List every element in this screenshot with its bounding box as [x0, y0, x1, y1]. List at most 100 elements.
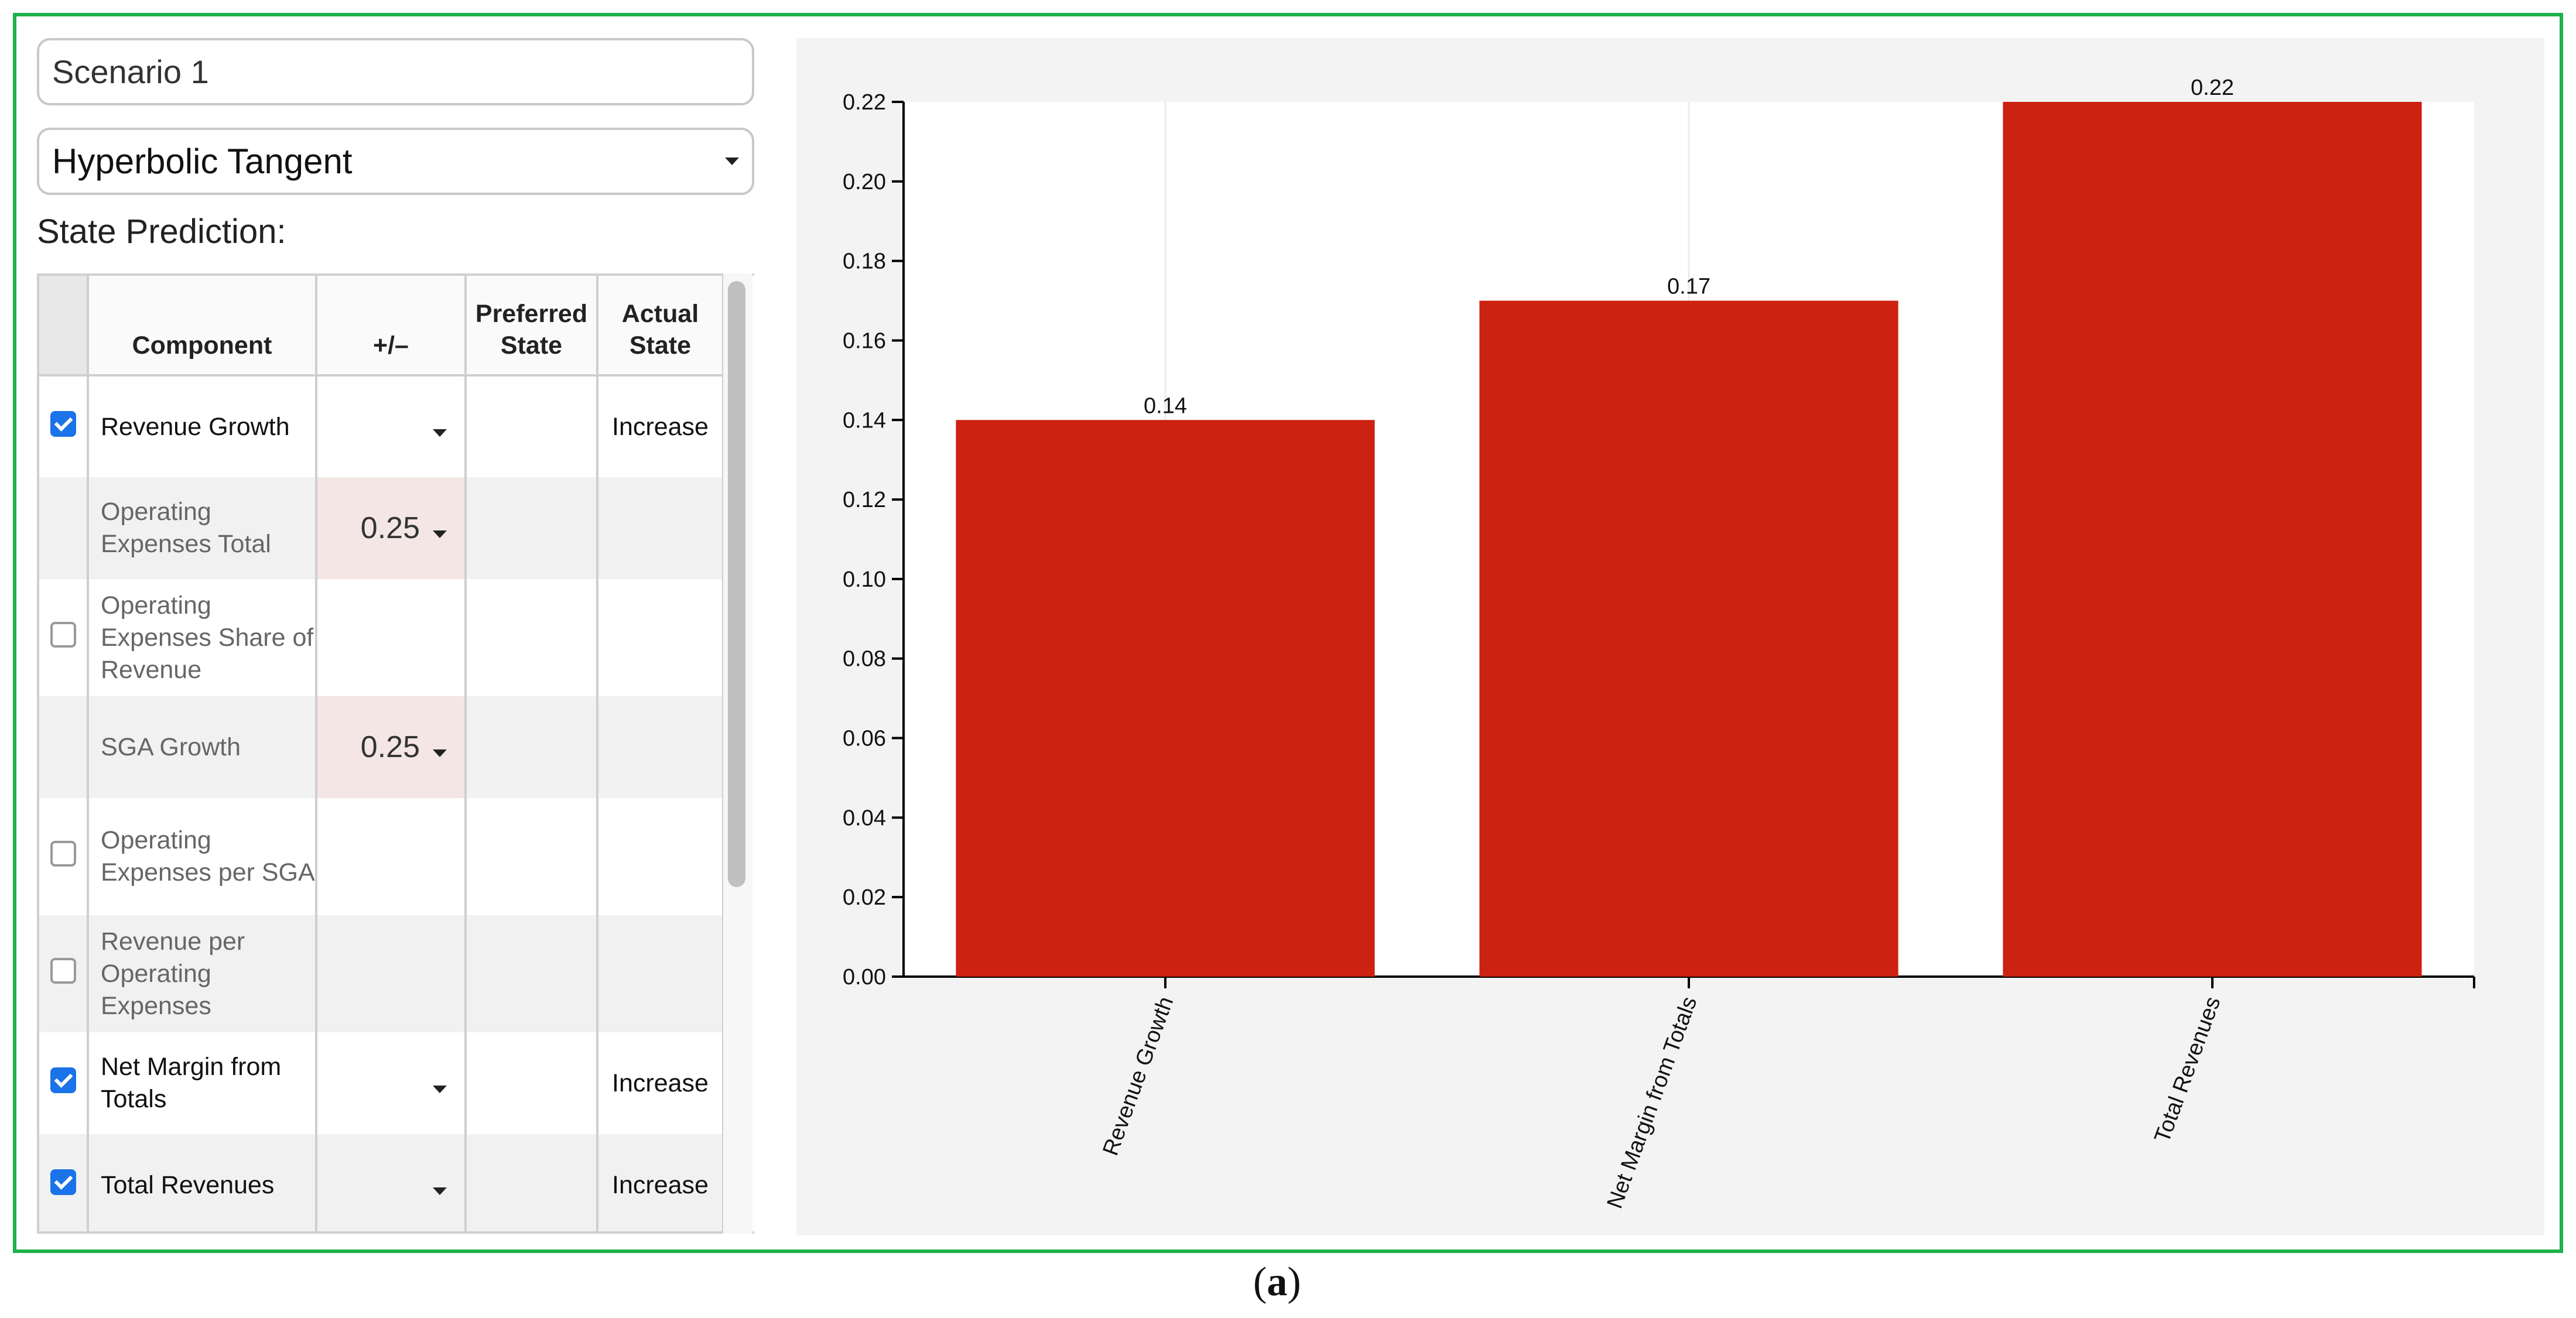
header-sign[interactable]: +/–	[316, 276, 467, 376]
table-row: Net Margin from Totals Increase	[39, 1032, 724, 1134]
scenario-name-input[interactable]	[37, 38, 754, 105]
actual-state-cell	[597, 798, 724, 915]
header-component[interactable]: Component	[88, 276, 317, 376]
unchecked-checkbox[interactable]	[50, 957, 76, 984]
checkbox-cell	[39, 1032, 89, 1134]
caption-label: a	[1267, 1259, 1288, 1305]
preferred-state-cell[interactable]	[466, 798, 598, 915]
unchecked-checkbox[interactable]	[50, 840, 76, 867]
bar	[956, 420, 1375, 977]
y-tick-label: 0.00	[843, 965, 886, 990]
header-actual-line2: State	[629, 331, 692, 360]
sign-weight-cell[interactable]: 0.25	[316, 696, 467, 798]
header-actual-line1: Actual	[621, 300, 699, 328]
preferred-state-cell[interactable]	[466, 375, 598, 477]
y-tick-label: 0.02	[843, 885, 886, 910]
table-body: Revenue Growth Increase Operating Expenses…	[39, 375, 724, 1231]
data-label: 0.17	[1667, 275, 1711, 299]
checked-checkbox[interactable]	[50, 1067, 76, 1093]
sign-weight-cell[interactable]: 0.25	[316, 477, 467, 579]
component-name: Operating Expenses Total	[88, 477, 317, 579]
checkbox-cell	[39, 798, 89, 915]
component-name: SGA Growth	[88, 696, 317, 798]
chevron-down-icon[interactable]	[433, 749, 447, 757]
y-tick-label: 0.18	[843, 249, 886, 274]
header-checkbox-column	[39, 276, 89, 376]
preferred-state-cell[interactable]	[466, 915, 598, 1032]
y-tick-label: 0.16	[843, 328, 886, 353]
preferred-state-cell[interactable]	[466, 1134, 598, 1231]
section-label: State Prediction:	[37, 213, 286, 251]
activation-function-value: Hyperbolic Tangent	[52, 142, 353, 181]
sign-weight-cell[interactable]	[316, 1032, 467, 1134]
chevron-down-icon	[725, 158, 739, 165]
actual-state-cell	[597, 915, 724, 1032]
x-tick-label: Total Revenues	[2150, 994, 2225, 1146]
sign-weight-cell[interactable]	[316, 375, 467, 477]
outer-frame	[13, 13, 2563, 1253]
sign-weight-cell	[316, 579, 467, 696]
component-name: Operating Expenses Share of Revenue	[88, 579, 317, 696]
table-row: SGA Growth 0.25	[39, 696, 724, 798]
preferred-state-cell[interactable]	[466, 579, 598, 696]
y-tick-label: 0.12	[843, 488, 886, 512]
y-tick-label: 0.22	[843, 90, 886, 115]
y-tick-label: 0.20	[843, 170, 886, 194]
figure-caption: (a)	[1253, 1259, 1301, 1305]
checkbox-cell	[39, 477, 89, 579]
chevron-down-icon[interactable]	[433, 429, 447, 437]
checked-checkbox[interactable]	[50, 1169, 76, 1195]
sign-weight-cell	[316, 798, 467, 915]
y-tick-label: 0.06	[843, 727, 886, 751]
component-name: Revenue per Operating Expenses	[88, 915, 317, 1032]
header-preferred-state[interactable]: Preferred State	[466, 276, 598, 376]
actual-state-cell	[597, 477, 724, 579]
y-tick-label: 0.04	[843, 806, 886, 830]
y-tick-label: 0.10	[843, 567, 886, 592]
actual-state-cell	[597, 696, 724, 798]
y-tick-label: 0.14	[843, 408, 886, 433]
component-name: Total Revenues	[88, 1134, 317, 1231]
actual-state-cell: Increase	[597, 375, 724, 477]
table-row: Total Revenues Increase	[39, 1134, 724, 1231]
table-row: Operating Expenses per SGA	[39, 798, 724, 915]
activation-function-select[interactable]: Hyperbolic Tangent	[37, 128, 754, 195]
header-preferred-line1: Preferred	[475, 300, 588, 328]
checkbox-cell	[39, 375, 89, 477]
bar	[1479, 300, 1898, 977]
unchecked-checkbox[interactable]	[50, 621, 76, 648]
header-actual-state[interactable]: Actual State	[597, 276, 724, 376]
table-row: Revenue per Operating Expenses	[39, 915, 724, 1032]
component-name: Net Margin from Totals	[88, 1032, 317, 1134]
weight-value: 0.25	[360, 730, 420, 764]
component-name: Revenue Growth	[88, 375, 317, 477]
bar-chart: 0.00 0.02 0.04 0.06 0.08 0.10 0.12 0.14 0.16 0.18…	[843, 76, 2475, 1212]
checkbox-cell	[39, 579, 89, 696]
actual-state-cell: Increase	[597, 1134, 724, 1231]
checkbox-cell	[39, 696, 89, 798]
sign-weight-cell	[316, 915, 467, 1032]
y-tick-label: 0.08	[843, 647, 886, 672]
checkbox-cell	[39, 1134, 89, 1231]
actual-state-cell	[597, 579, 724, 696]
header-preferred-line2: State	[500, 331, 563, 360]
preferred-state-cell[interactable]	[466, 696, 598, 798]
table-row: Operating Expenses Total 0.25	[39, 477, 724, 579]
data-label: 0.14	[1144, 393, 1187, 418]
preferred-state-cell[interactable]	[466, 477, 598, 579]
table-row: Revenue Growth Increase	[39, 375, 724, 477]
state-prediction-table: Component +/– Preferred State Actual State…	[37, 273, 754, 1234]
data-label: 0.22	[2191, 76, 2234, 100]
sign-weight-cell[interactable]	[316, 1134, 467, 1231]
preferred-state-cell[interactable]	[466, 1032, 598, 1134]
x-tick-label: Net Margin from Totals	[1602, 994, 1702, 1212]
bar	[2003, 102, 2422, 977]
x-tick-label: Revenue Growth	[1098, 994, 1178, 1159]
chevron-down-icon[interactable]	[433, 530, 447, 538]
table-scrollbar-thumb[interactable]	[728, 281, 745, 887]
actual-state-cell: Increase	[597, 1032, 724, 1134]
chevron-down-icon[interactable]	[433, 1187, 447, 1195]
weight-value: 0.25	[360, 511, 420, 545]
chevron-down-icon[interactable]	[433, 1086, 447, 1093]
checked-checkbox[interactable]	[50, 410, 76, 437]
